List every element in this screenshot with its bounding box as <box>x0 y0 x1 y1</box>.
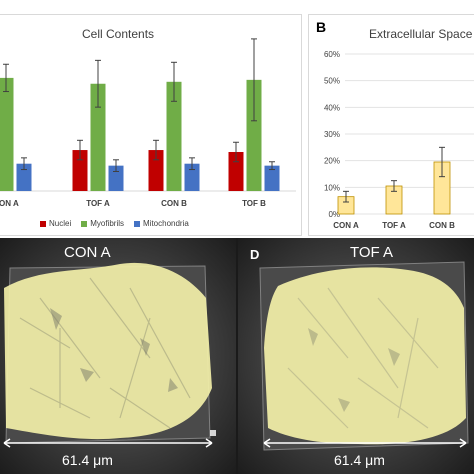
cell-contents-legend: Nuclei Myofibrils Mitochondria <box>40 219 189 228</box>
bar-nuclei-3 <box>228 152 244 191</box>
extracellular-space-panel: B Extracellular Space 0% 10% 20% 30% 40% 50% 6… <box>308 14 474 236</box>
bar-nuclei-1 <box>72 150 88 191</box>
legend-myofibrils: Myofibrils <box>81 219 124 228</box>
bar-mitochondria-1 <box>108 165 124 191</box>
scale-label-con-a: 61.4 μm <box>62 452 113 468</box>
bar-myofibrils-0 <box>0 77 14 191</box>
extracellular-space-chart: 0% 10% 20% 30% 40% 50% 60% CON A TOF A CON B <box>324 50 474 230</box>
bar-nuclei-2 <box>148 150 164 191</box>
legend-mitochondria-swatch <box>134 220 141 227</box>
legend-nuclei: Nuclei <box>40 219 71 228</box>
micrograph-tof-a-title: TOF A <box>350 244 394 261</box>
scale-label-tof-a: 61.4 μm <box>334 452 385 468</box>
y-tick-label-2: 20% <box>324 157 340 166</box>
extracellular-space-title: Extracellular Space <box>369 27 473 41</box>
y-tick-label-4: 40% <box>324 103 340 112</box>
micrograph-tof-a: D TOF A 61.4 μm <box>238 238 474 474</box>
bar-myofibrils-1 <box>90 83 106 191</box>
legend-myofibrils-label: Myofibrils <box>90 219 125 228</box>
micrograph-row: CON A 61.4 μm D TOF A 61.4 μm <box>0 238 474 474</box>
micrograph-tof-a-image <box>259 261 469 451</box>
x-tick-label-2: CON B <box>161 199 187 208</box>
x-tick-label-b-1: TOF A <box>382 221 406 230</box>
y-tick-label-1: 10% <box>324 183 340 192</box>
legend-mitochondria: Mitochondria <box>134 219 189 228</box>
micrograph-con-a-title: CON A <box>64 244 111 261</box>
micrograph-con-a: CON A 61.4 μm <box>0 238 236 474</box>
cell-contents-title: Cell Contents <box>82 27 155 41</box>
bar-mitochondria-2 <box>184 163 200 191</box>
bar-myofibrils-2 <box>166 81 182 191</box>
legend-myofibrils-swatch <box>81 220 88 227</box>
y-tick-label-5: 50% <box>324 77 340 86</box>
panel-letter-d: D <box>250 247 260 262</box>
x-tick-label-3: TOF B <box>242 199 266 208</box>
cell-contents-panel: Cell Contents CON A TOF A CON B TOF B Nucle… <box>0 14 302 236</box>
micrograph-con-a-image <box>3 262 216 448</box>
bar-myofibrils-3 <box>246 79 262 191</box>
panel-letter-b: B <box>316 19 327 35</box>
bar-mitochondria-0 <box>16 163 32 191</box>
y-tick-label-0: 0% <box>328 210 340 219</box>
x-tick-label-0: CON A <box>0 199 19 208</box>
y-tick-label-6: 60% <box>324 50 340 59</box>
bar-mitochondria-3 <box>264 165 280 191</box>
x-tick-label-b-2: CON B <box>429 221 455 230</box>
y-tick-label-3: 30% <box>324 130 340 139</box>
x-tick-label-b-0: CON A <box>333 221 359 230</box>
legend-nuclei-label: Nuclei <box>49 219 72 228</box>
cell-contents-chart: CON A TOF A CON B TOF B <box>0 38 296 208</box>
x-tick-label-1: TOF A <box>86 199 110 208</box>
legend-mitochondria-label: Mitochondria <box>143 219 189 228</box>
legend-nuclei-swatch <box>40 220 46 227</box>
